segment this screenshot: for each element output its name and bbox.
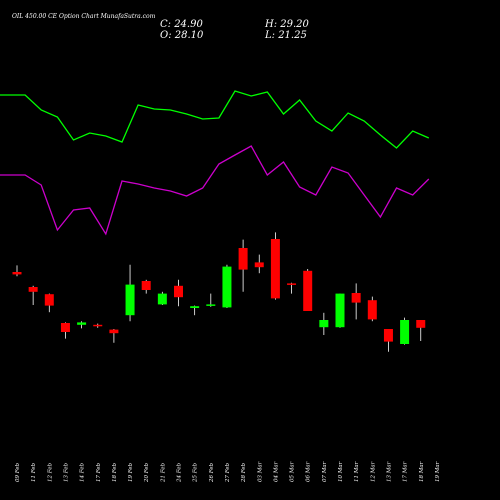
candle-body-down [12, 272, 22, 275]
x-tick-label: 17 Feb [96, 462, 102, 482]
close-value: C: 24.90 [160, 19, 203, 30]
candle-25-feb [190, 305, 200, 316]
candle-13-mar [383, 329, 393, 352]
x-axis-ticks: 09 Feb 11 Feb 12 Feb 13 Feb 14 Feb 17 Feb 18 F… [15, 461, 441, 483]
indicator-lines [0, 90, 430, 236]
x-tick-label: 06 Mar [306, 461, 312, 482]
candle-18-mar [416, 320, 426, 341]
chart-title: OIL 450.00 CE Option Chart MunafaSutra.c… [12, 13, 156, 20]
candle-body-up [319, 320, 329, 328]
candle-03-mar [254, 254, 264, 274]
x-tick-label: 28 Feb [241, 462, 247, 483]
x-tick-label: 09 Feb [15, 462, 21, 482]
candle-27-feb [222, 264, 232, 308]
candle-05-mar [287, 282, 297, 294]
x-tick-label: 12 Mar [370, 461, 376, 482]
candle-12-feb [44, 293, 54, 313]
x-tick-label: 07 Mar [322, 461, 328, 482]
candle-body-up [77, 322, 87, 325]
candle-body-down [287, 283, 297, 285]
candle-body-down [303, 270, 313, 311]
candle-13-feb [60, 322, 70, 339]
x-tick-label: 04 Mar [273, 461, 279, 482]
open-value: O: 28.10 [160, 30, 204, 41]
x-tick-label: 27 Feb [225, 462, 231, 483]
candle-body-up [222, 266, 232, 308]
candle-body-up [125, 284, 135, 316]
x-tick-label: 18 Feb [112, 462, 118, 482]
x-tick-label: 19 Feb [128, 462, 134, 482]
candle-06-mar [303, 269, 313, 311]
candle-body-down [174, 285, 183, 298]
x-tick-label: 05 Mar [290, 461, 296, 482]
x-tick-label: 18 Mar [419, 461, 425, 482]
candle-body-down [60, 323, 70, 332]
candle-28-feb [238, 239, 248, 292]
candle-body-down [351, 293, 361, 303]
x-tick-label: 11 Mar [354, 461, 360, 482]
candle-body-down [238, 248, 248, 270]
candle-body-down [44, 294, 54, 306]
candle-11-feb [28, 285, 38, 305]
candle-body-down [28, 287, 38, 292]
candle-10-mar [335, 293, 345, 328]
low-value: L: 21.25 [264, 30, 307, 41]
candle-body-down [141, 281, 151, 290]
x-tick-label: 14 Feb [80, 462, 86, 482]
x-tick-label: 26 Feb [209, 462, 215, 483]
candle-body-down [93, 324, 103, 327]
candle-body-up [157, 293, 167, 305]
candle-17-mar [400, 317, 410, 345]
candle-26-feb [206, 293, 216, 307]
magenta-indicator-line [0, 145, 430, 236]
candle-09-feb [12, 265, 22, 277]
candle-04-mar [270, 232, 280, 300]
candle-body-up [335, 293, 345, 328]
candle-body-up [400, 320, 410, 344]
candle-body-down [270, 239, 280, 299]
candle-body-up [206, 304, 216, 306]
candle-14-feb [77, 321, 87, 329]
x-tick-label: 25 Feb [193, 462, 199, 483]
candles [12, 232, 426, 352]
candle-body-down [254, 262, 264, 268]
high-value: H: 29.20 [264, 19, 310, 30]
candle-19-feb [125, 264, 135, 322]
candle-body-up [190, 306, 200, 308]
candle-24-feb [174, 279, 183, 307]
candle-body-down [416, 320, 426, 328]
candle-body-down [383, 329, 393, 342]
x-tick-label: 03 Mar [257, 461, 263, 482]
candle-11-mar [351, 283, 361, 320]
x-tick-label: 13 Mar [386, 461, 392, 482]
x-tick-label: 12 Feb [47, 462, 53, 482]
x-tick-label: 20 Feb [144, 462, 150, 483]
candle-18-feb [109, 329, 119, 343]
candle-17-feb [93, 323, 103, 328]
x-tick-label: 17 Mar [403, 461, 409, 482]
x-tick-label: 21 Feb [160, 462, 166, 483]
candle-20-feb [141, 279, 151, 294]
x-tick-label: 11 Feb [31, 462, 37, 482]
x-tick-label: 19 Mar [435, 461, 441, 482]
x-tick-label: 24 Feb [177, 462, 183, 483]
candle-12-mar [367, 296, 377, 322]
candle-07-mar [319, 312, 329, 335]
candle-body-down [109, 329, 119, 334]
x-tick-label: 10 Mar [338, 461, 344, 482]
candle-21-feb [157, 291, 167, 305]
candle-body-down [367, 300, 377, 320]
green-indicator-line [0, 90, 430, 149]
x-tick-label: 13 Feb [63, 462, 69, 482]
